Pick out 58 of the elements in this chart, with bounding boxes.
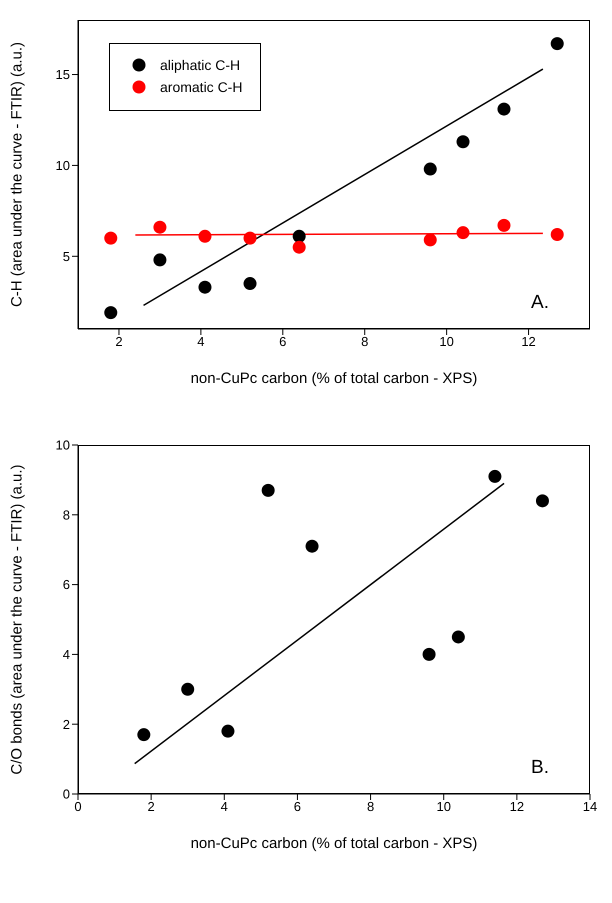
x-axis-title: non-CuPc carbon (% of total carbon - XPS) — [190, 370, 478, 387]
x-tick-label: 0 — [74, 799, 82, 814]
legend-label: aromatic C-H — [160, 78, 242, 97]
x-axis-title: non-CuPc carbon (% of total carbon - XPS) — [190, 835, 478, 852]
x-tick-label: 12 — [521, 334, 536, 350]
point — [424, 233, 437, 246]
point — [497, 102, 510, 116]
y-tick-label: 10 — [56, 158, 70, 174]
point — [104, 306, 118, 320]
point — [497, 218, 510, 232]
point — [262, 484, 275, 497]
x-tick-label: 10 — [439, 334, 454, 350]
point — [306, 540, 319, 553]
y-tick-label: 8 — [62, 507, 70, 522]
point — [137, 728, 150, 742]
point — [536, 494, 549, 508]
y-tick-label: 15 — [56, 67, 70, 82]
y-tick-label: 0 — [62, 786, 70, 802]
y-axis-title: C-H (area under the curve - FTIR) (a.u.) — [8, 42, 26, 308]
x-tick-label: 4 — [197, 334, 204, 350]
x-tick-label: 8 — [361, 334, 368, 350]
point — [198, 230, 212, 243]
x-tick-label: 2 — [115, 334, 123, 350]
point — [221, 724, 234, 738]
point — [153, 253, 166, 266]
y-tick-label: 6 — [62, 577, 70, 592]
x-tick-label: 8 — [366, 799, 374, 814]
y-tick-label: 4 — [62, 647, 70, 662]
x-tick-label: 12 — [510, 799, 524, 814]
y-tick-label: 5 — [62, 248, 70, 264]
point — [181, 682, 194, 696]
point — [292, 240, 306, 254]
point — [550, 37, 564, 50]
x-tick-label: 2 — [148, 799, 155, 814]
point — [104, 232, 118, 245]
annotation: A. — [531, 292, 549, 314]
point — [292, 230, 306, 243]
point — [422, 648, 436, 661]
x-tick-label: 10 — [436, 799, 451, 814]
point — [456, 226, 470, 240]
legend-label: aliphatic C-H — [160, 56, 240, 75]
y-tick-label: 10 — [56, 438, 70, 453]
x-tick-label: 6 — [279, 334, 286, 350]
point — [452, 630, 465, 644]
x-tick-label: 4 — [220, 799, 228, 814]
point — [488, 470, 502, 483]
x-tick-label: 6 — [294, 799, 302, 814]
point — [456, 135, 470, 148]
point — [550, 228, 564, 241]
y-tick-label: 2 — [62, 716, 70, 732]
y-axis-title: C/O bonds (area under the curve - FTIR) (a.u.) — [8, 464, 26, 775]
point — [244, 277, 257, 290]
annotation: B. — [531, 757, 549, 779]
point — [424, 162, 437, 176]
x-tick-label: 14 — [582, 799, 598, 814]
point — [244, 232, 257, 245]
point — [198, 280, 212, 294]
point — [153, 220, 166, 234]
